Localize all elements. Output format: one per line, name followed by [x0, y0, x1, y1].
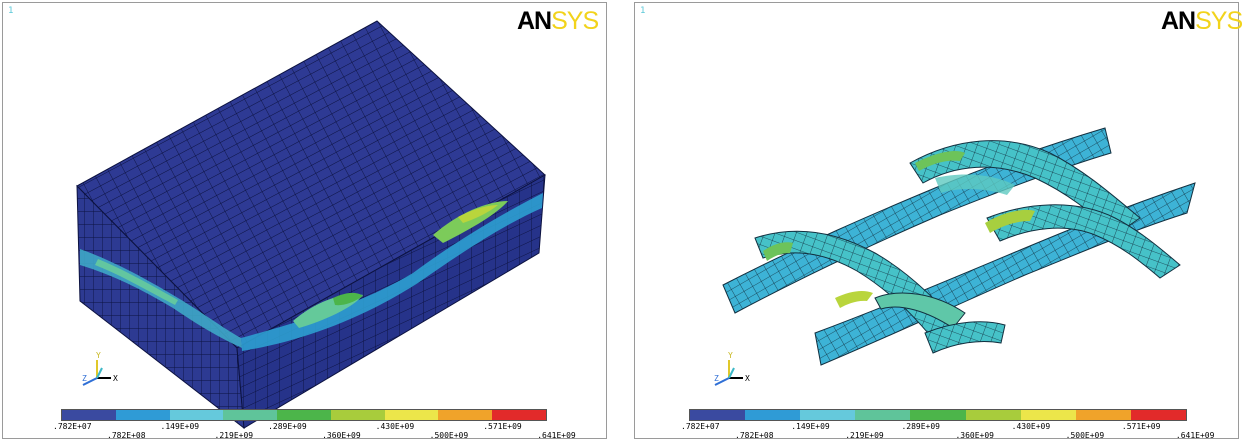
fiber-strip-cross-2: [909, 140, 1141, 236]
legend-color-swatch: [1020, 410, 1076, 420]
legend-label: .430E+09: [1011, 422, 1051, 431]
plot-window-left: 1 ANSYS: [2, 2, 607, 440]
legend-label: .782E+08: [107, 431, 146, 440]
window-number: 1: [8, 6, 14, 16]
coordinate-triad: [82, 360, 111, 386]
legend-label: .360E+09: [322, 431, 361, 440]
legend-label: .500E+09: [1065, 431, 1105, 440]
legend-label: .149E+09: [160, 422, 200, 431]
legend-color-swatch: [492, 410, 546, 420]
legend-color-swatch: [800, 410, 856, 420]
legend-color-swatch: [438, 410, 493, 420]
legend-color-swatch: [277, 410, 331, 420]
legend-label: .571E+09: [1121, 422, 1161, 431]
legend-color-swatch: [690, 410, 746, 420]
legend-label: .641E+09: [1175, 431, 1215, 440]
legend-color-swatch: [62, 410, 116, 420]
legend-label: .641E+09: [537, 431, 576, 440]
axis-y-label: Y: [96, 351, 101, 360]
stress-band-side: [241, 193, 543, 351]
legend-label: .289E+09: [901, 422, 940, 431]
legend-label: .571E+09: [483, 422, 522, 431]
woven-fiber-model: [722, 127, 1196, 366]
axis-z-label: Z: [82, 374, 87, 383]
axis-x-label: X: [745, 374, 750, 383]
ansys-logo: ANSYS: [517, 7, 599, 35]
axis-y-label: Y: [728, 351, 733, 360]
legend-color-swatch: [910, 410, 966, 420]
plot-window-right: 1 ANSYS: [634, 2, 1242, 440]
legend-color-swatch: [223, 410, 278, 420]
stress-color-legend: [689, 409, 1187, 421]
legend-label: .430E+09: [375, 422, 415, 431]
legend-color-swatch: [1075, 410, 1131, 420]
legend-color-swatch: [1130, 410, 1186, 420]
stress-color-legend: [61, 409, 547, 421]
axis-x-label: X: [113, 374, 118, 383]
legend-label: .289E+09: [268, 422, 307, 431]
legend-color-swatch: [745, 410, 801, 420]
legend-label: .782E+07: [53, 422, 92, 431]
legend-label: .219E+09: [845, 431, 884, 440]
fiber-strip-cross-3: [986, 204, 1181, 279]
legend-color-swatch: [855, 410, 911, 420]
legend-color-swatch: [115, 410, 170, 420]
legend-color-swatch: [169, 410, 224, 420]
legend-label: .360E+09: [955, 431, 994, 440]
deformed-block-model: [76, 20, 546, 430]
legend-label: .149E+09: [791, 422, 830, 431]
legend-color-swatch: [965, 410, 1021, 420]
axis-z-label: Z: [714, 374, 719, 383]
coordinate-triad: [714, 360, 743, 386]
window-number: 1: [640, 6, 646, 16]
ansys-logo: ANSYS: [1161, 7, 1242, 35]
legend-label: .219E+09: [214, 431, 254, 440]
legend-color-swatch: [330, 410, 385, 420]
legend-color-swatch: [384, 410, 439, 420]
legend-label: .782E+07: [681, 422, 720, 431]
legend-label: .782E+08: [735, 431, 774, 440]
legend-label: .500E+09: [429, 431, 469, 440]
